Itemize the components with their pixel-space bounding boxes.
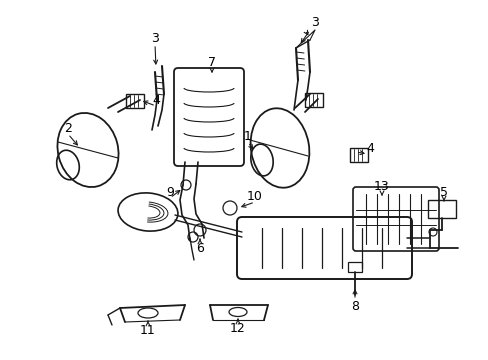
Text: 4: 4 <box>152 94 160 107</box>
Text: 1: 1 <box>244 130 251 143</box>
Text: 7: 7 <box>207 55 216 68</box>
Text: 2: 2 <box>64 122 72 135</box>
Text: 9: 9 <box>166 185 174 198</box>
Text: 10: 10 <box>246 189 263 202</box>
Text: 11: 11 <box>140 324 156 337</box>
Text: 3: 3 <box>151 31 159 45</box>
Text: 13: 13 <box>373 180 389 193</box>
Text: 12: 12 <box>230 321 245 334</box>
Text: 8: 8 <box>350 300 358 312</box>
Text: 3: 3 <box>310 15 318 28</box>
Text: 5: 5 <box>439 185 447 198</box>
Text: 6: 6 <box>196 242 203 255</box>
Text: 4: 4 <box>366 141 373 154</box>
